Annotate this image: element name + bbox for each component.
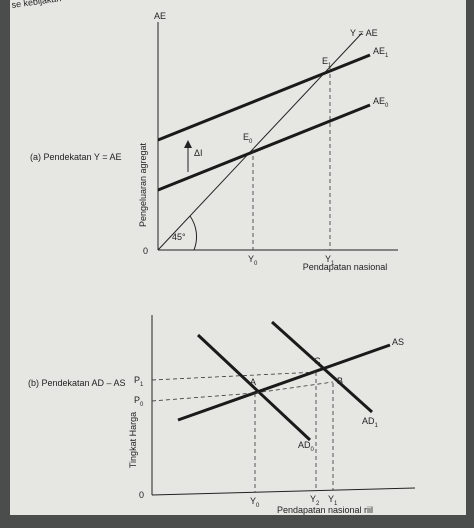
line-label: AS: [392, 337, 404, 347]
label-base: AD: [298, 440, 311, 450]
label-base: AE: [373, 96, 385, 106]
axis-title: Tingkat Harga: [128, 412, 138, 468]
point-label: B: [337, 376, 343, 386]
origin: 0: [143, 246, 148, 256]
axis-title: Pendapatan nasional: [303, 262, 388, 272]
label-base: AD: [362, 416, 375, 426]
label-base: AE: [373, 46, 385, 56]
caption: (a) Pendekatan Y = AE: [30, 152, 122, 162]
page: se kebijakan AE 0 Pengeluaran agregat Pe…: [0, 0, 474, 523]
photo: se kebijakan AE 0 Pengeluaran agregat Pe…: [0, 0, 474, 523]
origin: 0: [139, 490, 144, 500]
point-label: C: [314, 356, 321, 366]
line-label: Y = AE: [350, 28, 378, 38]
angle-label: 45°: [172, 232, 186, 242]
paper: [10, 0, 466, 515]
axis-label: AE: [154, 11, 166, 21]
axis-title: Pendapatan nasional riil: [277, 505, 373, 515]
point-label: A: [250, 377, 256, 387]
axis-title: Pengeluaran agregat: [138, 142, 148, 227]
shift-label: ΔI: [194, 148, 203, 158]
caption: (b) Pendekatan AD – AS: [28, 378, 126, 388]
